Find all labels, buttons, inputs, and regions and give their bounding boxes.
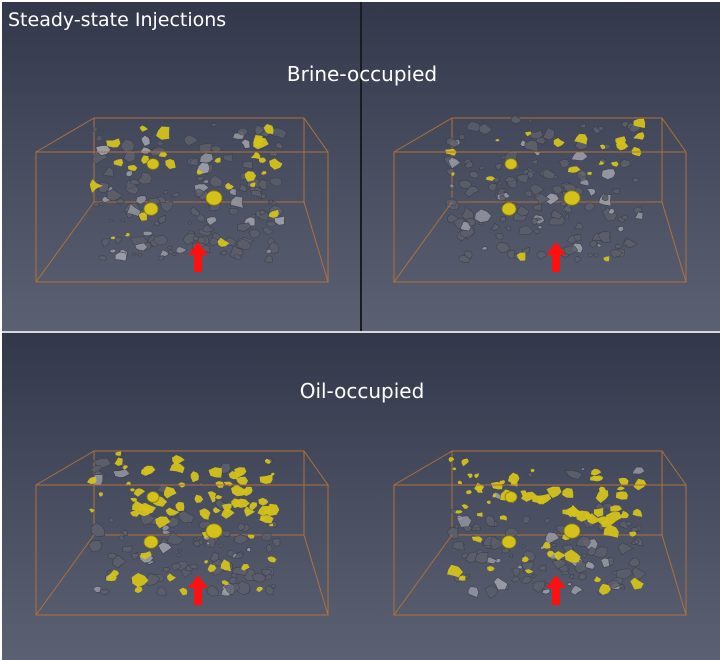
rock-pore-structure (443, 115, 644, 263)
rock-volume-oil-2 (388, 445, 688, 625)
fluid-clusters (445, 118, 646, 262)
bounding-box-edge (303, 450, 329, 486)
rock-volume-svg (393, 115, 687, 283)
rock-volume-svg (35, 450, 329, 616)
up-arrow-icon (546, 242, 566, 272)
fluid-droplet (143, 535, 159, 549)
horizontal-divider (2, 331, 720, 333)
bounding-box-edge (661, 450, 687, 486)
bounding-box-edge (393, 117, 453, 153)
rock-volume-brine-1 (30, 112, 330, 292)
up-arrow-icon (546, 575, 566, 605)
fluid-droplet (143, 202, 159, 216)
bounding-box-edge (661, 534, 687, 616)
bounding-box-edge (661, 201, 687, 283)
fluid-clusters (87, 451, 280, 596)
fluid-droplet (501, 202, 517, 216)
panel-brine-right (362, 2, 720, 331)
bounding-box-edge (35, 201, 95, 283)
bounding-box-edge (661, 117, 687, 153)
figure-title: Steady-state Injections (8, 9, 227, 31)
bounding-box-edge (303, 201, 329, 283)
fluid-droplet (146, 491, 160, 503)
fluid-droplet (501, 535, 517, 549)
rock-volume-svg (393, 450, 687, 616)
top-row (2, 2, 720, 331)
up-arrow-icon (188, 242, 208, 272)
up-arrow-icon (188, 575, 208, 605)
bounding-box-front (393, 484, 687, 616)
fluid-clusters (89, 124, 283, 247)
fluid-droplet (146, 158, 160, 170)
bounding-box-edge (393, 201, 453, 283)
label-brine-occupied: Brine-occupied (286, 62, 438, 86)
fluid-droplet (205, 190, 223, 206)
panel-brine-left (2, 2, 360, 331)
bounding-box-edge (393, 450, 453, 486)
rock-pore-structure (447, 466, 647, 600)
rock-volume-oil-1 (30, 445, 330, 625)
bounding-box-edge (303, 117, 329, 153)
bounding-box-edge (35, 117, 95, 153)
fluid-droplet (563, 523, 581, 539)
rock-volume-brine-2 (388, 112, 688, 292)
fluid-droplet (205, 523, 223, 539)
bounding-box-edge (35, 534, 95, 616)
rock-pore-structure (88, 457, 281, 597)
rock-volume-svg (35, 117, 329, 283)
fluid-droplet (563, 190, 581, 206)
bounding-box-edge (35, 450, 95, 486)
bounding-box-edge (303, 534, 329, 616)
vertical-divider (360, 2, 362, 331)
fluid-droplet (504, 158, 518, 170)
fluid-droplet (504, 491, 518, 503)
label-oil-occupied: Oil-occupied (299, 379, 425, 403)
bounding-box-edge (393, 534, 453, 616)
